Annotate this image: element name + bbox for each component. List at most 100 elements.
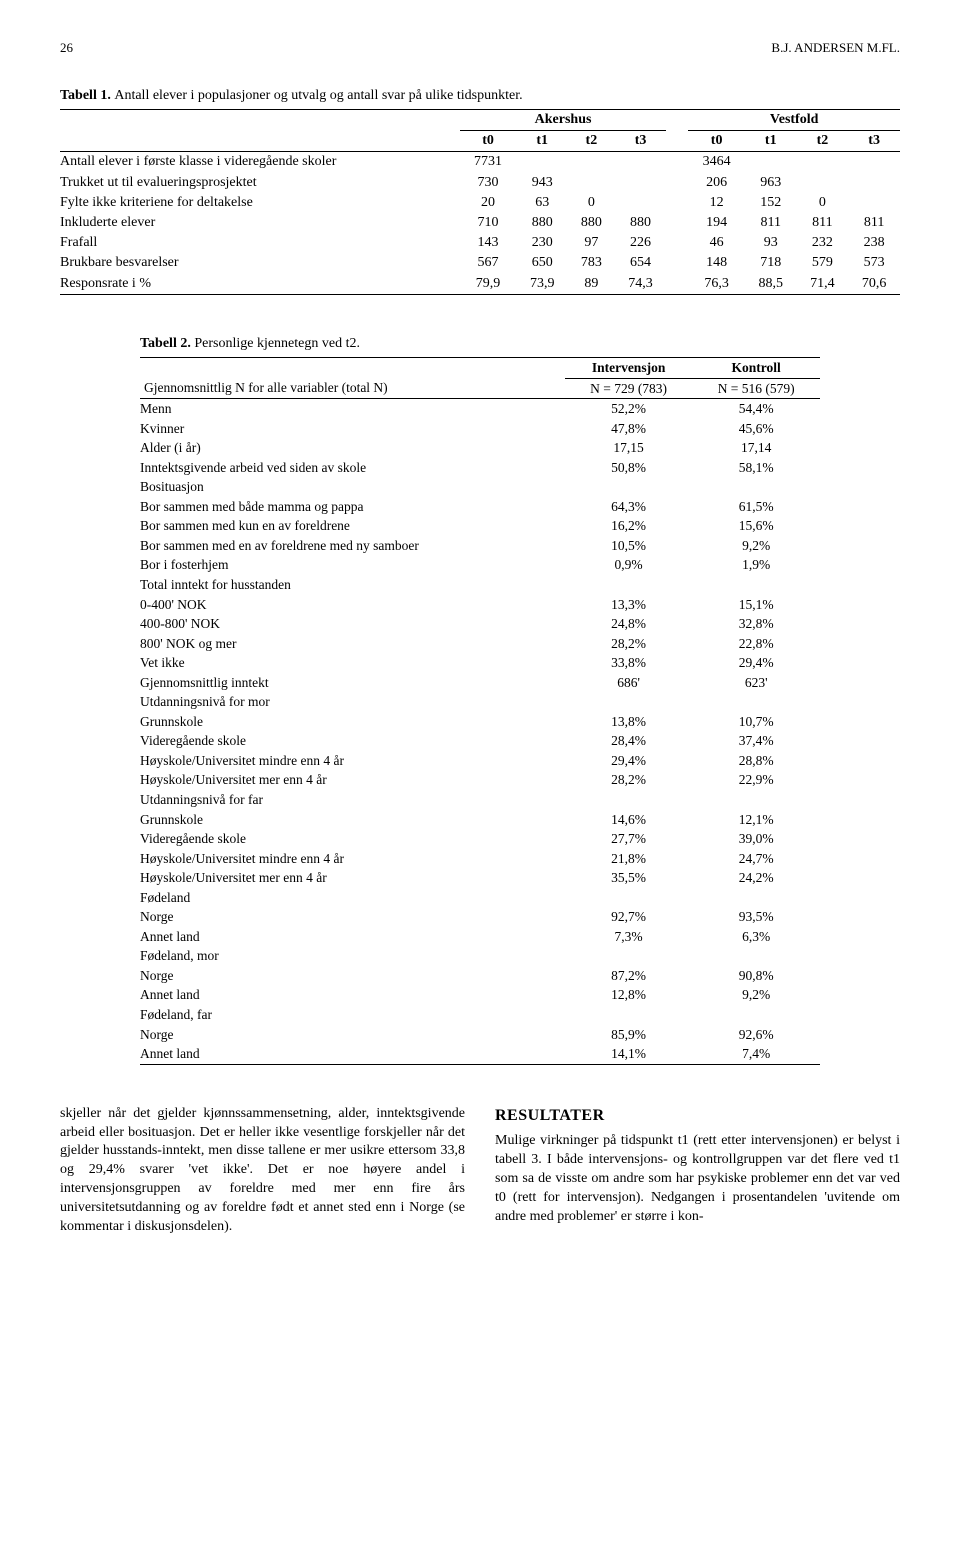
table2-cell: 12,1% — [692, 810, 820, 830]
table2-cell — [565, 575, 693, 595]
table2-cell: 9,2% — [692, 536, 820, 556]
table2-cell: 623' — [692, 673, 820, 693]
table2-cell — [692, 692, 820, 712]
table2-cell: 87,2% — [565, 966, 693, 986]
table2-row-label: Norge — [140, 966, 565, 986]
table2-cell: 28,2% — [565, 770, 693, 790]
table2-cell: 45,6% — [692, 419, 820, 439]
table1-cell: 194 — [688, 213, 745, 233]
table1-cell: 89 — [568, 274, 615, 295]
table2-cell: 37,4% — [692, 731, 820, 751]
table2-cell: 13,3% — [565, 595, 693, 615]
table1-cell: 79,9 — [460, 274, 517, 295]
table1-cell: 93 — [745, 233, 797, 253]
table2-cell: 29,4% — [565, 751, 693, 771]
table2-row-label: Høyskole/Universitet mer enn 4 år — [140, 868, 565, 888]
table1-cell — [615, 152, 667, 173]
table2-row-label: Norge — [140, 907, 565, 927]
table1-cell: 963 — [745, 173, 797, 193]
table2-row-label: Annet land — [140, 985, 565, 1005]
table1-cell: 811 — [797, 213, 849, 233]
table1-cell: 76,3 — [688, 274, 745, 295]
table2-row-label: Utdanningsnivå for mor — [140, 692, 565, 712]
table1-cell: 943 — [516, 173, 568, 193]
table2-cell: 686' — [565, 673, 693, 693]
page-header: 26 B.J. ANDERSEN M.FL. — [60, 40, 900, 57]
table2-cell: 24,2% — [692, 868, 820, 888]
table2-cell: 54,4% — [692, 399, 820, 419]
table2-caption-text: Personlige kjennetegn ved t2. — [194, 336, 360, 351]
resultater-heading: RESULTATER — [495, 1105, 900, 1127]
table1-col: t0 — [460, 131, 517, 152]
table1-group1: Akershus — [460, 110, 667, 131]
table2-row-label: Grunnskole — [140, 712, 565, 732]
table2-row-label: Vet ikke — [140, 653, 565, 673]
table1-cell: 783 — [568, 253, 615, 273]
table2-row-label: Annet land — [140, 927, 565, 947]
table2-cell: 10,5% — [565, 536, 693, 556]
table2-cell — [565, 790, 693, 810]
table1-caption-bold: Tabell 1. — [60, 88, 111, 103]
table1-cell: 20 — [460, 193, 517, 213]
table1-cell: 710 — [460, 213, 517, 233]
table2-cell: 33,8% — [565, 653, 693, 673]
table2-cell — [692, 575, 820, 595]
table1-cell: 152 — [745, 193, 797, 213]
table1-cell: 230 — [516, 233, 568, 253]
table2-row-label: Norge — [140, 1025, 565, 1045]
table1-cell — [848, 173, 900, 193]
body-left: skjeller når det gjelder kjønnssammenset… — [60, 1105, 465, 1237]
table2-cell: 9,2% — [692, 985, 820, 1005]
table2-subhead-v2: N = 516 (579) — [692, 378, 820, 399]
table2-cell: 47,8% — [565, 419, 693, 439]
table1-cell: 74,3 — [615, 274, 667, 295]
table2-cell — [692, 888, 820, 908]
table1-cell: 567 — [460, 253, 517, 273]
table2-cell — [565, 477, 693, 497]
table2-col2: Kontroll — [692, 357, 820, 378]
table2-row-label: Fødeland, mor — [140, 946, 565, 966]
table1-cell: 73,9 — [516, 274, 568, 295]
table1-row-label: Responsrate i % — [60, 274, 460, 295]
table2-cell — [565, 692, 693, 712]
table2-row-label: Grunnskole — [140, 810, 565, 830]
table2-cell — [692, 946, 820, 966]
table1-cell — [568, 173, 615, 193]
table2-cell: 1,9% — [692, 555, 820, 575]
table2-row-label: Høyskole/Universitet mer enn 4 år — [140, 770, 565, 790]
table2-cell — [692, 477, 820, 497]
running-head: B.J. ANDERSEN M.FL. — [771, 40, 900, 57]
table2-cell: 10,7% — [692, 712, 820, 732]
table1-cell: 71,4 — [797, 274, 849, 295]
table2-row-label: Bor i fosterhjem — [140, 555, 565, 575]
table2-row-label: Fødeland, far — [140, 1005, 565, 1025]
table1-cell: 730 — [460, 173, 517, 193]
table1-cell: 811 — [848, 213, 900, 233]
table2-row-label: Annet land — [140, 1044, 565, 1064]
table1-cell: 7731 — [460, 152, 517, 173]
table2-cell: 92,7% — [565, 907, 693, 927]
table2-row-label: Videregående skole — [140, 731, 565, 751]
table2-row-label: Bor sammen med en av foreldrene med ny s… — [140, 536, 565, 556]
table1-cell — [797, 152, 849, 173]
table2-row-label: Total inntekt for husstanden — [140, 575, 565, 595]
table1-cell: 880 — [615, 213, 667, 233]
table1-cell: 232 — [797, 233, 849, 253]
table2-cell: 14,6% — [565, 810, 693, 830]
table1-cell: 0 — [568, 193, 615, 213]
table1-cell: 63 — [516, 193, 568, 213]
table1-cell: 206 — [688, 173, 745, 193]
table2-col1: Intervensjon — [565, 357, 693, 378]
table2: Intervensjon Kontroll Gjennomsnittlig N … — [140, 357, 820, 1065]
table2-row-label: Bor sammen med kun en av foreldrene — [140, 516, 565, 536]
table1-cell: 70,6 — [848, 274, 900, 295]
table2-cell: 12,8% — [565, 985, 693, 1005]
table2-row-label: Bor sammen med både mamma og pappa — [140, 497, 565, 517]
table1-cell: 880 — [568, 213, 615, 233]
table1-cell: 88,5 — [745, 274, 797, 295]
table1-cell: 811 — [745, 213, 797, 233]
table2-cell: 6,3% — [692, 927, 820, 947]
table2-cell: 28,2% — [565, 634, 693, 654]
table2-cell: 15,1% — [692, 595, 820, 615]
table1-col: t2 — [797, 131, 849, 152]
